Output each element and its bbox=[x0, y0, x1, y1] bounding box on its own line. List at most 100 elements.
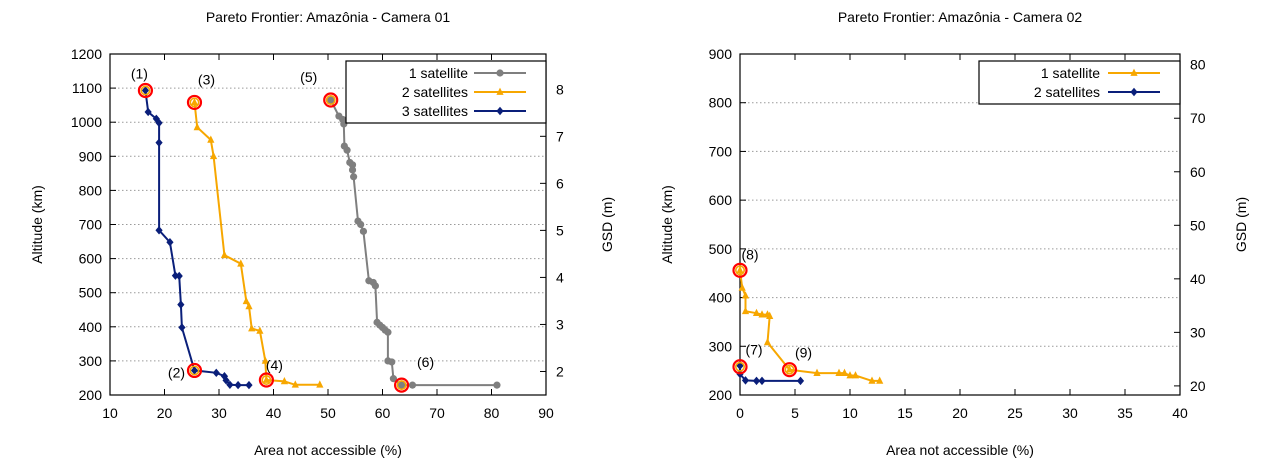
legend-swatch-marker bbox=[1130, 87, 1138, 97]
series-line bbox=[193, 102, 320, 386]
y-tick-label: 1100 bbox=[72, 80, 102, 96]
data-point bbox=[245, 380, 253, 390]
highlight-ring bbox=[732, 359, 748, 375]
chart-title: Pareto Frontier: Amazônia - Camera 01 bbox=[206, 9, 451, 25]
legend: 1 satellite 2 satellites 3 satellites bbox=[345, 60, 547, 124]
data-point bbox=[851, 371, 860, 379]
data-point bbox=[155, 118, 163, 128]
highlight-label: (7) bbox=[745, 342, 762, 358]
data-point bbox=[785, 365, 794, 373]
y2-tick-label: 50 bbox=[1190, 217, 1206, 233]
y-tick-label: 600 bbox=[709, 192, 733, 208]
legend: 1 satellite 2 satellites bbox=[978, 60, 1181, 105]
data-point bbox=[327, 96, 335, 104]
series-3 bbox=[141, 86, 253, 390]
data-point bbox=[388, 358, 396, 366]
x-tick-label: 10 bbox=[842, 405, 858, 421]
series-line bbox=[144, 90, 249, 387]
data-point bbox=[261, 356, 269, 364]
highlight-ring bbox=[732, 262, 748, 278]
data-point bbox=[220, 250, 229, 259]
series-1 bbox=[736, 265, 884, 384]
data-point bbox=[234, 380, 242, 390]
y2-tick-label: 5 bbox=[556, 222, 564, 238]
x-tick-label: 5 bbox=[791, 405, 799, 421]
data-point bbox=[738, 283, 746, 291]
data-point bbox=[384, 328, 392, 336]
y2-tick-label: 7 bbox=[556, 128, 564, 144]
data-point bbox=[155, 138, 163, 147]
data-point bbox=[371, 282, 380, 290]
data-point bbox=[190, 98, 199, 106]
y-tick-label: 900 bbox=[79, 148, 103, 164]
y-tick-label: 700 bbox=[79, 217, 103, 233]
x-tick-label: 60 bbox=[375, 405, 391, 421]
data-point bbox=[766, 311, 774, 319]
highlight-ring-inner bbox=[784, 364, 795, 375]
data-point bbox=[813, 368, 821, 376]
x-tick-label: 50 bbox=[320, 405, 336, 421]
highlight-label: (8) bbox=[741, 246, 758, 262]
data-point bbox=[207, 135, 215, 143]
y-tick-label: 500 bbox=[79, 285, 103, 301]
data-point bbox=[835, 368, 843, 376]
data-point bbox=[141, 86, 150, 95]
legend-box bbox=[978, 60, 1181, 105]
data-point bbox=[752, 376, 761, 386]
highlight-ring bbox=[393, 377, 410, 393]
y-axis-label: Altitude (km) bbox=[29, 185, 45, 264]
data-point bbox=[846, 371, 854, 379]
highlight-ring bbox=[137, 82, 154, 99]
series-line bbox=[739, 270, 880, 382]
data-point bbox=[343, 146, 351, 154]
legend-entry-label: 2 satellites bbox=[1034, 84, 1100, 100]
y-axis-label: Altitude (km) bbox=[659, 185, 675, 264]
y-tick-label: 600 bbox=[79, 251, 103, 267]
data-point bbox=[741, 291, 750, 299]
data-point bbox=[242, 296, 250, 305]
highlight-ring-inner bbox=[734, 361, 745, 372]
data-point bbox=[212, 368, 220, 378]
y-tick-label: 300 bbox=[79, 353, 103, 369]
y2-tick-label: 20 bbox=[1190, 378, 1206, 394]
series-2 bbox=[190, 98, 324, 388]
y-tick-label: 800 bbox=[709, 95, 733, 111]
data-point bbox=[248, 324, 256, 332]
y2-tick-label: 4 bbox=[556, 269, 564, 285]
highlight-ring bbox=[258, 372, 275, 388]
highlight-ring-inner bbox=[189, 97, 200, 108]
x-tick-label: 0 bbox=[736, 405, 744, 421]
data-point bbox=[357, 220, 365, 229]
y-tick-label: 400 bbox=[79, 319, 103, 335]
data-point bbox=[177, 300, 185, 309]
y2-tick-label: 2 bbox=[556, 363, 564, 379]
data-point bbox=[763, 337, 772, 346]
x-tick-label: 35 bbox=[1117, 405, 1133, 421]
x-tick-label: 25 bbox=[1007, 405, 1023, 421]
data-point bbox=[222, 376, 230, 385]
data-point bbox=[350, 173, 358, 181]
x-tick-label: 30 bbox=[211, 405, 227, 421]
x-tick-label: 80 bbox=[484, 405, 500, 421]
highlight-ring-inner bbox=[325, 95, 336, 106]
data-point bbox=[237, 259, 245, 267]
data-point bbox=[758, 310, 766, 318]
data-point bbox=[166, 238, 174, 247]
y-tick-label: 400 bbox=[709, 290, 733, 306]
y-tick-label: 1200 bbox=[71, 46, 102, 62]
data-point bbox=[256, 326, 264, 334]
data-point bbox=[758, 376, 766, 386]
data-point bbox=[359, 227, 368, 235]
highlight-label: (4) bbox=[266, 357, 283, 373]
y-tick-label: 300 bbox=[709, 338, 733, 354]
highlight-label: (1) bbox=[131, 65, 148, 81]
highlight-label: (3) bbox=[198, 71, 215, 87]
data-point bbox=[840, 368, 849, 376]
data-point bbox=[868, 376, 876, 384]
data-point bbox=[741, 306, 750, 315]
data-point bbox=[262, 375, 271, 383]
data-point bbox=[316, 380, 324, 388]
y2-axis-label: GSD (m) bbox=[599, 197, 615, 252]
y2-tick-label: 70 bbox=[1190, 110, 1206, 126]
